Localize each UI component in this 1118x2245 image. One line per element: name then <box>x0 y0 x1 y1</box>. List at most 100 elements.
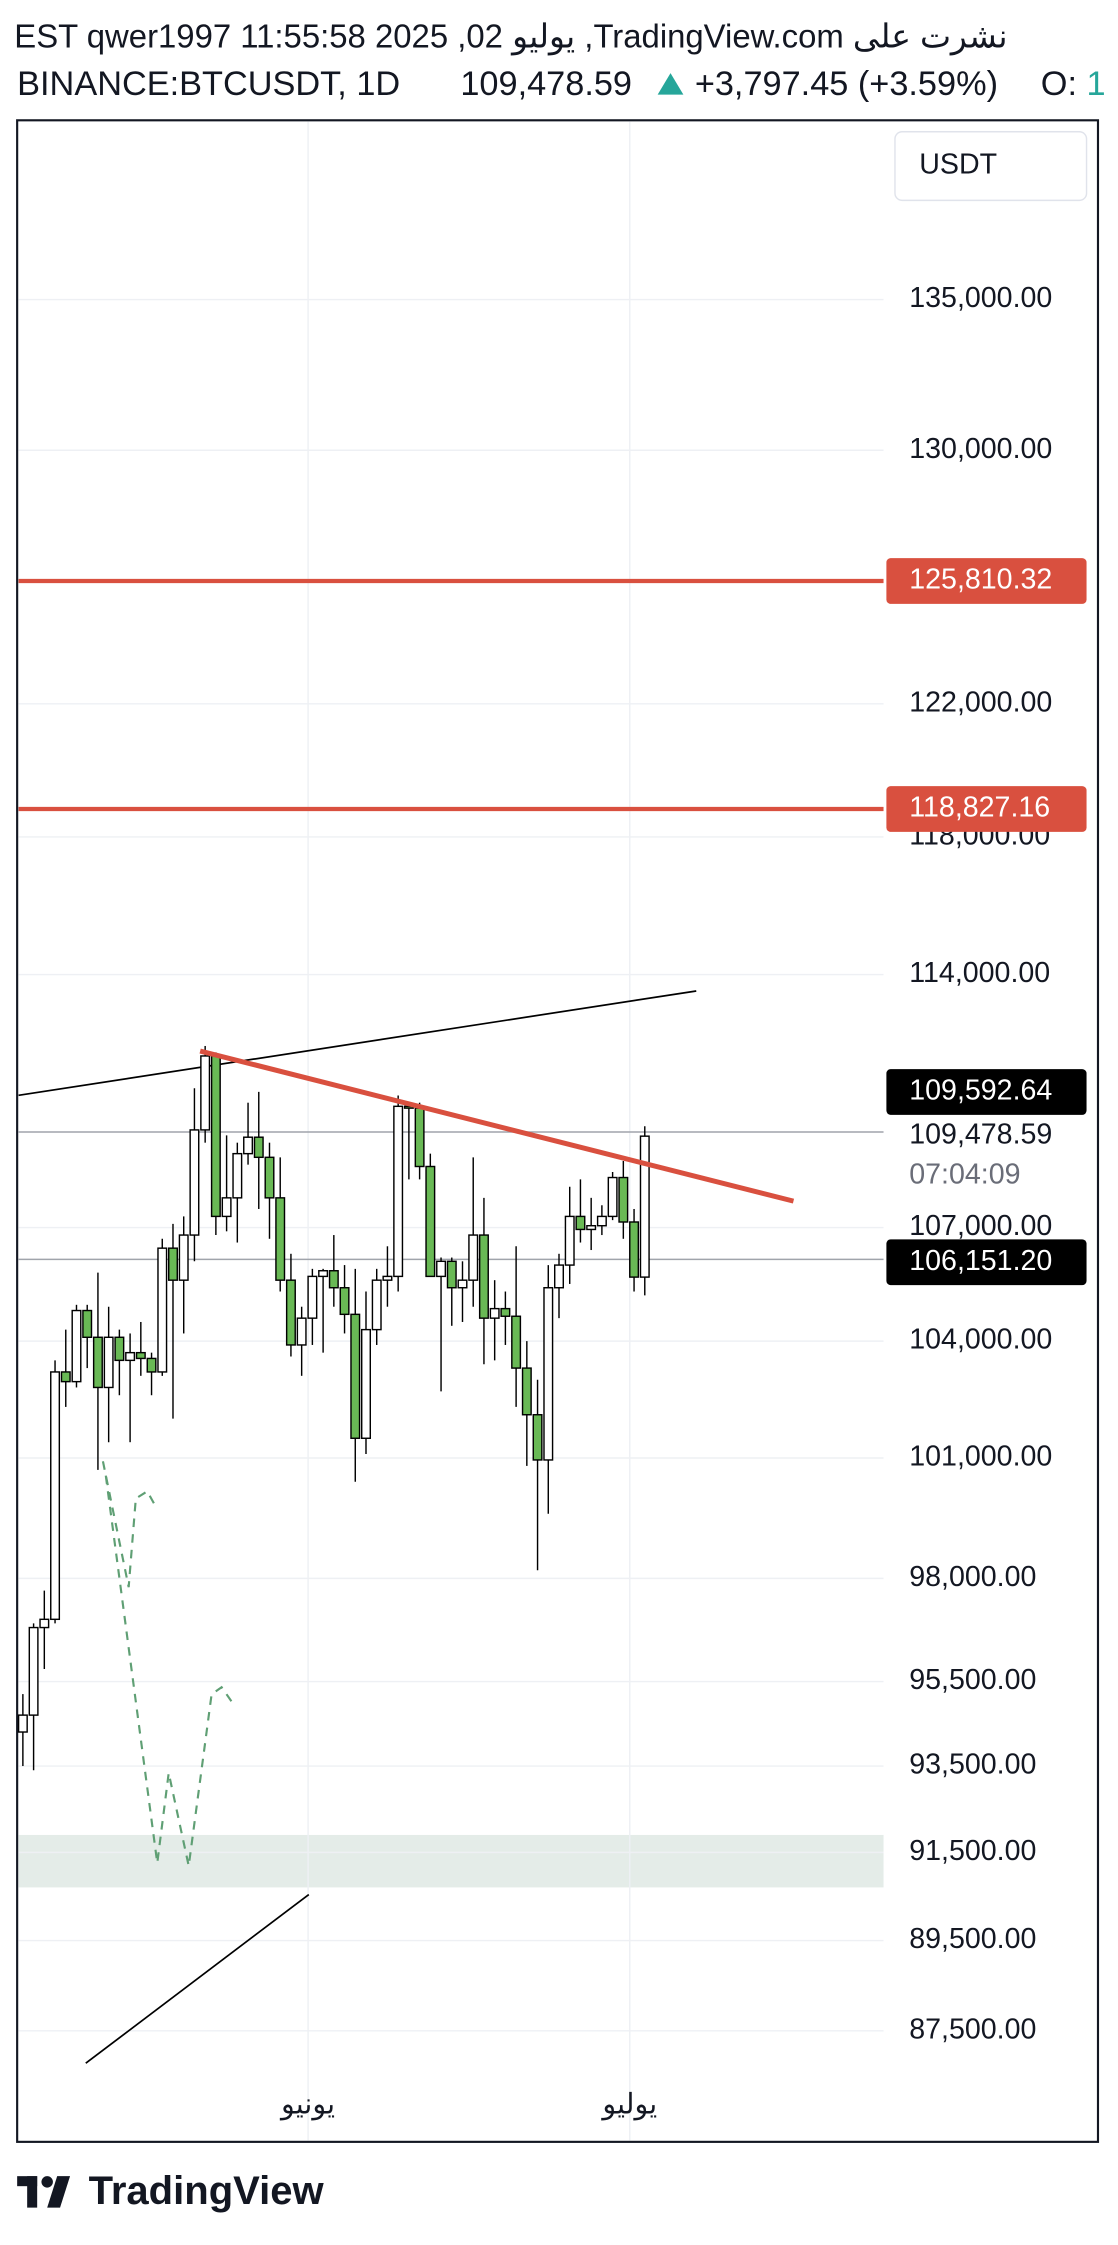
published-line: نشرت على TradingView.com, يوليو 02, 2025… <box>14 17 1007 56</box>
x-tick-label: يونيو <box>279 2089 335 2122</box>
candle-body <box>146 1357 157 1373</box>
candle-body <box>39 1618 50 1629</box>
candle-body <box>532 1414 543 1461</box>
candle-body <box>425 1165 436 1278</box>
x-tick-label: يوليو <box>600 2089 657 2122</box>
candle-body <box>521 1367 532 1416</box>
candle-body <box>500 1307 511 1317</box>
candle-body <box>275 1197 286 1281</box>
candle-body <box>393 1105 404 1278</box>
symbol: BINANCE:BTCUSDT, 1D <box>17 65 400 103</box>
logo-stem <box>27 2176 38 2208</box>
candle-body <box>575 1215 586 1231</box>
zone <box>18 1834 884 1888</box>
y-tick-label: 107,000.00 <box>909 1210 1052 1242</box>
candle-body <box>28 1626 39 1716</box>
y-tick-label: 135,000.00 <box>909 282 1052 314</box>
candle-body <box>296 1317 307 1346</box>
candle-body <box>264 1156 275 1199</box>
countdown: 07:04:09 <box>909 1159 1020 1191</box>
candle-body <box>82 1309 93 1339</box>
candle-body <box>135 1351 146 1360</box>
logo-dot <box>41 2176 53 2188</box>
y-tick-label: 98,000.00 <box>909 1561 1036 1593</box>
candle-body <box>446 1260 457 1289</box>
candle-body <box>167 1247 178 1281</box>
open-label: O: <box>1041 65 1077 103</box>
candle-body <box>307 1275 318 1319</box>
price-label-box <box>886 1069 1087 1115</box>
candle-body <box>178 1234 189 1281</box>
candle-body <box>553 1264 565 1289</box>
level-label-box <box>886 558 1087 604</box>
trend-line <box>199 1048 795 1204</box>
open-value: 1 <box>1087 65 1106 103</box>
candle-body <box>253 1136 264 1159</box>
up-arrow <box>657 73 684 95</box>
y-tick-label: 122,000.00 <box>909 686 1052 718</box>
y-tick-label: 95,500.00 <box>909 1664 1036 1696</box>
candle-body <box>103 1336 114 1389</box>
candle-body <box>157 1247 168 1373</box>
candle-body <box>543 1287 554 1461</box>
y-tick-label: 114,000.00 <box>909 957 1050 989</box>
candle-body <box>618 1176 629 1223</box>
candle-body <box>436 1260 447 1278</box>
candle-body <box>328 1270 339 1289</box>
candle-body <box>629 1221 640 1278</box>
candle-body <box>478 1234 489 1319</box>
candle-body <box>50 1371 61 1621</box>
candle-body <box>232 1152 243 1199</box>
price-label: 109,592.64 <box>909 1075 1052 1107</box>
candle-body <box>339 1287 350 1316</box>
header-change: +3,797.45 (+3.59%) <box>695 65 998 103</box>
candle-body <box>318 1270 329 1278</box>
price-label-box <box>886 1239 1087 1286</box>
plot-area: 135,000.00130,000.00122,000.00118,000.00… <box>17 121 1052 2141</box>
y-tick-label: 101,000.00 <box>909 1441 1052 1473</box>
candle-body <box>350 1313 361 1439</box>
brand: TradingView <box>89 2169 325 2213</box>
candle-body <box>382 1275 393 1281</box>
candle-body <box>607 1176 618 1218</box>
price-label: 106,151.20 <box>909 1245 1052 1277</box>
trend-line <box>18 990 697 1097</box>
candle-body <box>639 1135 650 1278</box>
candle-body <box>92 1336 103 1389</box>
candle-body <box>511 1315 522 1369</box>
currency: USDT <box>919 149 997 181</box>
candle-body <box>189 1129 200 1236</box>
candle-body <box>285 1279 296 1346</box>
trend-line <box>85 1893 310 2064</box>
logo <box>17 2176 71 2208</box>
level-label-box <box>886 786 1087 832</box>
candle-body <box>210 1055 221 1218</box>
y-tick-label: 89,500.00 <box>909 1923 1036 1955</box>
candle-body <box>596 1215 607 1227</box>
logo-slash <box>47 2176 71 2208</box>
projection <box>104 1475 233 1867</box>
currency-box[interactable] <box>894 131 1088 202</box>
y-tick-label: 130,000.00 <box>909 433 1052 465</box>
header-price: 109,478.59 <box>460 65 632 103</box>
candle-body <box>200 1055 211 1131</box>
candle-body <box>586 1225 597 1231</box>
candle-body <box>468 1234 479 1281</box>
candle-body <box>114 1336 125 1362</box>
candle-body <box>489 1307 500 1319</box>
y-tick-label: 93,500.00 <box>909 1749 1036 1781</box>
candle-body <box>221 1197 232 1218</box>
y-tick-label: 91,500.00 <box>909 1835 1036 1867</box>
last-price: 109,478.59 <box>909 1119 1052 1151</box>
level-label: 118,827.16 <box>909 792 1050 824</box>
candle-body <box>243 1136 254 1155</box>
candle-body <box>60 1371 71 1383</box>
candle-body <box>17 1714 28 1733</box>
y-tick-label: 104,000.00 <box>909 1324 1052 1356</box>
candle-body <box>564 1215 575 1266</box>
candle-body <box>457 1279 468 1289</box>
projection <box>101 1461 156 1588</box>
candle-body <box>414 1107 425 1168</box>
